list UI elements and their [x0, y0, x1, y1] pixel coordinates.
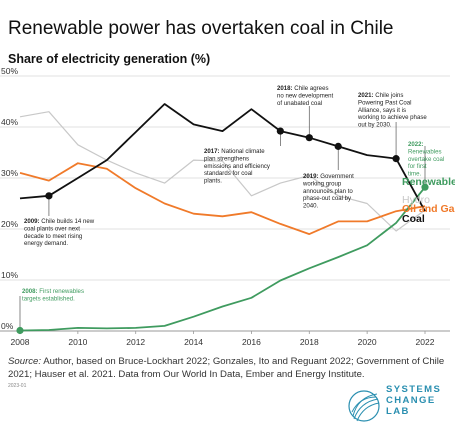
series-label-hydro: Hydro	[402, 194, 430, 206]
annotation-line: working group	[302, 180, 342, 187]
marker-coal	[392, 155, 400, 163]
series-lines	[19, 103, 426, 332]
annotation-line: time.	[408, 171, 422, 178]
series-line-coal	[19, 103, 426, 212]
annotation-line: announces plan to	[303, 188, 353, 195]
annotation-line: plants.	[204, 178, 222, 185]
annotation-line: Alliance, says it is	[358, 107, 406, 114]
grid-lines	[0, 75, 450, 334]
marker-renewables	[421, 183, 429, 191]
annotation-line: 2019: Government	[303, 173, 354, 180]
y-tick-label: 20%	[1, 219, 18, 229]
x-tick-label: 2022	[416, 337, 435, 347]
logo-text: SYSTEMS CHANGE LAB	[386, 384, 441, 417]
annotation-line: standards for coal	[204, 170, 252, 177]
marker-coal	[305, 134, 313, 142]
annotation-year: 2022:	[408, 141, 424, 148]
figure-code: 2023-01	[8, 383, 27, 389]
annotation-body: Chile agrees	[293, 85, 329, 92]
y-tick-label: 40%	[1, 117, 18, 127]
annotation-year: 2008:	[22, 288, 38, 295]
annotation-line: working to achieve phase	[357, 114, 427, 121]
x-tick-label: 2012	[126, 337, 145, 347]
y-tick-label: 10%	[1, 270, 18, 280]
chart-title: Renewable power has overtaken coal in Ch…	[8, 18, 394, 39]
annotation-line: of unabated coal	[277, 100, 322, 107]
logo-line-1: SYSTEMS	[386, 384, 442, 395]
annotation-line: plan strengthens	[204, 155, 249, 162]
annotation-line: decade to meet rising	[24, 233, 82, 240]
logo-mark-icon	[348, 390, 380, 422]
annotation-line: emissions and efficiency	[204, 163, 271, 170]
marker-coal	[334, 142, 342, 150]
annotation-line: 2017: National climate	[204, 148, 265, 155]
x-tick-label: 2010	[68, 337, 87, 347]
annotation-line: 2018: Chile agrees	[277, 85, 329, 92]
annotation-line: 2009: Chile builds 14 new	[24, 218, 95, 225]
annotation-body: Chile joins	[374, 92, 404, 99]
x-tick-label: 2014	[184, 337, 203, 347]
annotation-line: coal plants over next	[24, 225, 80, 232]
annotation-line: phase-out coal by	[303, 195, 352, 202]
annotation-line: out by 2030.	[358, 122, 392, 129]
x-tick-label: 2020	[358, 337, 377, 347]
data-markers	[16, 127, 429, 335]
series-line-oil_gas	[19, 162, 426, 236]
annotation-line: 2008: First renewables	[22, 288, 84, 295]
series-label-oil_gas: Oil and Gas	[402, 203, 455, 215]
annotation-body: Government	[319, 173, 355, 180]
annotation-line: 2021: Chile joins	[358, 92, 403, 99]
chart-area: 0% 10% 20% 30% 40% 50% 2008 2010 2012 2014 2016 201…	[0, 60, 455, 350]
annotation-line: Powering Past Coal	[358, 99, 412, 106]
annotation-year: 2009:	[24, 218, 40, 225]
annotation-year: 2019:	[303, 173, 319, 180]
annotation-line: no new development	[277, 92, 334, 99]
annotation-body: First renewables	[38, 288, 84, 295]
chart-subtitle: Share of electricity generation (%)	[8, 52, 211, 66]
x-tick-label: 2018	[300, 337, 319, 347]
y-tick-label: 0%	[1, 321, 14, 331]
annotation-line: for first	[408, 163, 427, 170]
line-chart: 0% 10% 20% 30% 40% 50% 2008 2010 2012 2014 2016 201…	[0, 66, 455, 347]
series-label-renewables: Renewables	[402, 176, 455, 188]
y-tick-label: 50%	[1, 66, 18, 76]
series-line-hydro	[19, 111, 426, 232]
marker-coal	[45, 192, 53, 200]
systems-change-lab-logo: SYSTEMS CHANGE LAB	[346, 384, 450, 430]
annotation-line: 2022:	[408, 141, 424, 148]
logo-line-2: CHANGE	[386, 395, 436, 406]
x-tick-label: 2008	[11, 337, 30, 347]
annotation-year: 2017:	[204, 148, 220, 155]
annotation-line: targets established.	[22, 295, 75, 302]
source-text: Author, based on Bruce-Lockhart 2022; Go…	[8, 356, 445, 380]
logo-line-3: LAB	[386, 406, 410, 417]
annotation-year: 2018:	[277, 85, 293, 92]
marker-coal	[276, 127, 284, 135]
x-tick-label: 2016	[242, 337, 261, 347]
series-line-renewables	[19, 186, 426, 332]
annotation-line: Renewables	[408, 148, 442, 155]
source-label: Source:	[8, 356, 42, 367]
annotation-body: National climate	[220, 148, 266, 155]
annotation-line: 2040.	[303, 203, 319, 210]
annotation-line: energy demand.	[24, 240, 68, 247]
source-note: Source: Author, based on Bruce-Lockhart …	[8, 355, 448, 381]
marker-renewables	[16, 326, 24, 335]
axis-tick-labels: 0% 10% 20% 30% 40% 50% 2008 2010 2012 2014 2016 201…	[1, 66, 435, 347]
y-tick-label: 30%	[1, 168, 18, 178]
annotation-line: overtake coal	[408, 156, 444, 163]
annotation-body: Chile builds 14 new	[40, 218, 95, 225]
series-label-coal: Coal	[402, 213, 425, 225]
annotation-year: 2021:	[358, 92, 374, 99]
